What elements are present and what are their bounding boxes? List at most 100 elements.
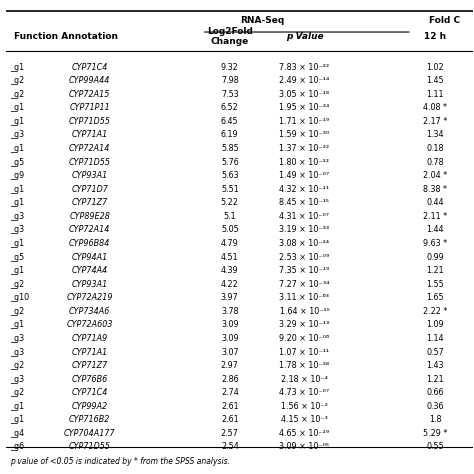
- Text: 7.98: 7.98: [221, 76, 238, 85]
- Text: CYP72A14: CYP72A14: [69, 144, 110, 153]
- Text: 2.53 × 10⁻⁰⁹: 2.53 × 10⁻⁰⁹: [279, 253, 329, 262]
- Text: _g9: _g9: [10, 171, 25, 180]
- Text: _g3: _g3: [10, 130, 25, 139]
- Text: 1.55: 1.55: [427, 280, 444, 289]
- Text: _g1: _g1: [10, 320, 25, 329]
- Text: 1.34: 1.34: [427, 130, 444, 139]
- Text: 1.49 × 10⁻⁰⁷: 1.49 × 10⁻⁰⁷: [280, 171, 329, 180]
- Text: CYP71D55: CYP71D55: [69, 442, 111, 451]
- Text: _g2: _g2: [10, 90, 25, 99]
- Text: 4.79: 4.79: [221, 239, 238, 248]
- Text: CYP93A1: CYP93A1: [72, 171, 108, 180]
- Text: _g1: _g1: [10, 185, 25, 194]
- Text: 0.66: 0.66: [427, 388, 444, 397]
- Text: 2.86: 2.86: [221, 374, 238, 383]
- Text: CYP71D55: CYP71D55: [69, 157, 111, 166]
- Text: 5.51: 5.51: [221, 185, 238, 194]
- Text: CYP71Z7: CYP71Z7: [72, 198, 108, 207]
- Text: 0.99: 0.99: [427, 253, 444, 262]
- Text: 4.08 *: 4.08 *: [423, 103, 447, 112]
- Text: 1.59 × 10⁻³⁰: 1.59 × 10⁻³⁰: [279, 130, 329, 139]
- Text: 4.15 × 10⁻³: 4.15 × 10⁻³: [281, 415, 328, 424]
- Text: 1.65: 1.65: [427, 293, 444, 302]
- Text: _g1: _g1: [10, 198, 25, 207]
- Text: _g3: _g3: [10, 347, 25, 356]
- Text: _g6: _g6: [10, 442, 25, 451]
- Text: 0.18: 0.18: [427, 144, 444, 153]
- Text: 3.09 × 10⁻⁰⁵: 3.09 × 10⁻⁰⁵: [280, 442, 329, 451]
- Text: 12 h: 12 h: [424, 32, 447, 41]
- Text: 2.74: 2.74: [221, 388, 238, 397]
- Text: CYP99A2: CYP99A2: [72, 402, 108, 411]
- Text: 6.52: 6.52: [221, 103, 238, 112]
- Text: _g1: _g1: [10, 415, 25, 424]
- Text: CYP71D7: CYP71D7: [71, 185, 108, 194]
- Text: CYP96B84: CYP96B84: [69, 239, 110, 248]
- Text: 4.39: 4.39: [221, 266, 238, 275]
- Text: CYP71A1: CYP71A1: [72, 347, 108, 356]
- Text: _g1: _g1: [10, 266, 25, 275]
- Text: 5.05: 5.05: [221, 226, 238, 234]
- Text: 3.29 × 10⁻¹³: 3.29 × 10⁻¹³: [279, 320, 329, 329]
- Text: 2.57: 2.57: [221, 429, 239, 438]
- Text: 5.63: 5.63: [221, 171, 238, 180]
- Text: _g1: _g1: [10, 402, 25, 411]
- Text: 3.19 × 10⁻³³: 3.19 × 10⁻³³: [280, 226, 329, 234]
- Text: 1.37 × 10⁻²²: 1.37 × 10⁻²²: [280, 144, 329, 153]
- Text: 7.27 × 10⁻³⁴: 7.27 × 10⁻³⁴: [279, 280, 330, 289]
- Text: 1.43: 1.43: [427, 361, 444, 370]
- Text: 2.04 *: 2.04 *: [423, 171, 447, 180]
- Text: 9.20 × 10⁻⁰⁶: 9.20 × 10⁻⁰⁶: [279, 334, 329, 343]
- Text: Function Annotation: Function Annotation: [14, 32, 118, 41]
- Text: _g10: _g10: [10, 293, 29, 302]
- Text: CYP71D55: CYP71D55: [69, 117, 111, 126]
- Text: CYP74A4: CYP74A4: [72, 266, 108, 275]
- Text: 1.95 × 10⁻²⁴: 1.95 × 10⁻²⁴: [279, 103, 329, 112]
- Text: 0.78: 0.78: [427, 157, 444, 166]
- Text: CYP94A1: CYP94A1: [72, 253, 108, 262]
- Text: 5.76: 5.76: [221, 157, 238, 166]
- Text: 0.44: 0.44: [427, 198, 444, 207]
- Text: 1.80 × 10⁻¹²: 1.80 × 10⁻¹²: [280, 157, 329, 166]
- Text: 3.08 × 10⁻²⁴: 3.08 × 10⁻²⁴: [280, 239, 329, 248]
- Text: 9.32: 9.32: [221, 63, 238, 72]
- Text: CYP72A219: CYP72A219: [66, 293, 113, 302]
- Text: Log2Fold
Change: Log2Fold Change: [207, 27, 253, 46]
- Text: 3.78: 3.78: [221, 307, 238, 316]
- Text: CYP71A9: CYP71A9: [72, 334, 108, 343]
- Text: 4.51: 4.51: [221, 253, 238, 262]
- Text: CYP716B2: CYP716B2: [69, 415, 110, 424]
- Text: 5.22: 5.22: [221, 198, 239, 207]
- Text: CYP704A177: CYP704A177: [64, 429, 116, 438]
- Text: p value of <0.05 is indicated by * from the SPSS analysis.: p value of <0.05 is indicated by * from …: [10, 456, 230, 465]
- Text: 5.1: 5.1: [223, 212, 236, 221]
- Text: 1.56 × 10⁻²: 1.56 × 10⁻²: [281, 402, 328, 411]
- Text: 2.54: 2.54: [221, 442, 238, 451]
- Text: 4.31 × 10⁻⁰⁷: 4.31 × 10⁻⁰⁷: [280, 212, 329, 221]
- Text: _g1: _g1: [10, 63, 25, 72]
- Text: _g3: _g3: [10, 226, 25, 234]
- Text: 2.18 × 10⁻⁴: 2.18 × 10⁻⁴: [281, 374, 328, 383]
- Text: _g5: _g5: [10, 157, 25, 166]
- Text: 0.55: 0.55: [427, 442, 444, 451]
- Text: 3.97: 3.97: [221, 293, 238, 302]
- Text: CYP71A1: CYP71A1: [72, 130, 108, 139]
- Text: 5.85: 5.85: [221, 144, 238, 153]
- Text: _g3: _g3: [10, 212, 25, 221]
- Text: CYP71C4: CYP71C4: [72, 388, 108, 397]
- Text: 8.45 × 10⁻¹⁵: 8.45 × 10⁻¹⁵: [280, 198, 329, 207]
- Text: 4.65 × 10⁻²⁹: 4.65 × 10⁻²⁹: [280, 429, 329, 438]
- Text: 1.02: 1.02: [427, 63, 444, 72]
- Text: 1.11: 1.11: [427, 90, 444, 99]
- Text: CYP99A44: CYP99A44: [69, 76, 110, 85]
- Text: _g1: _g1: [10, 117, 25, 126]
- Text: CYP76B6: CYP76B6: [72, 374, 108, 383]
- Text: 2.11 *: 2.11 *: [423, 212, 447, 221]
- Text: 2.61: 2.61: [221, 402, 238, 411]
- Text: _g4: _g4: [10, 429, 25, 438]
- Text: 4.73 × 10⁻⁰⁷: 4.73 × 10⁻⁰⁷: [280, 388, 329, 397]
- Text: 3.11 × 10⁻⁶³: 3.11 × 10⁻⁶³: [280, 293, 329, 302]
- Text: _g3: _g3: [10, 374, 25, 383]
- Text: 1.8: 1.8: [429, 415, 441, 424]
- Text: _g1: _g1: [10, 144, 25, 153]
